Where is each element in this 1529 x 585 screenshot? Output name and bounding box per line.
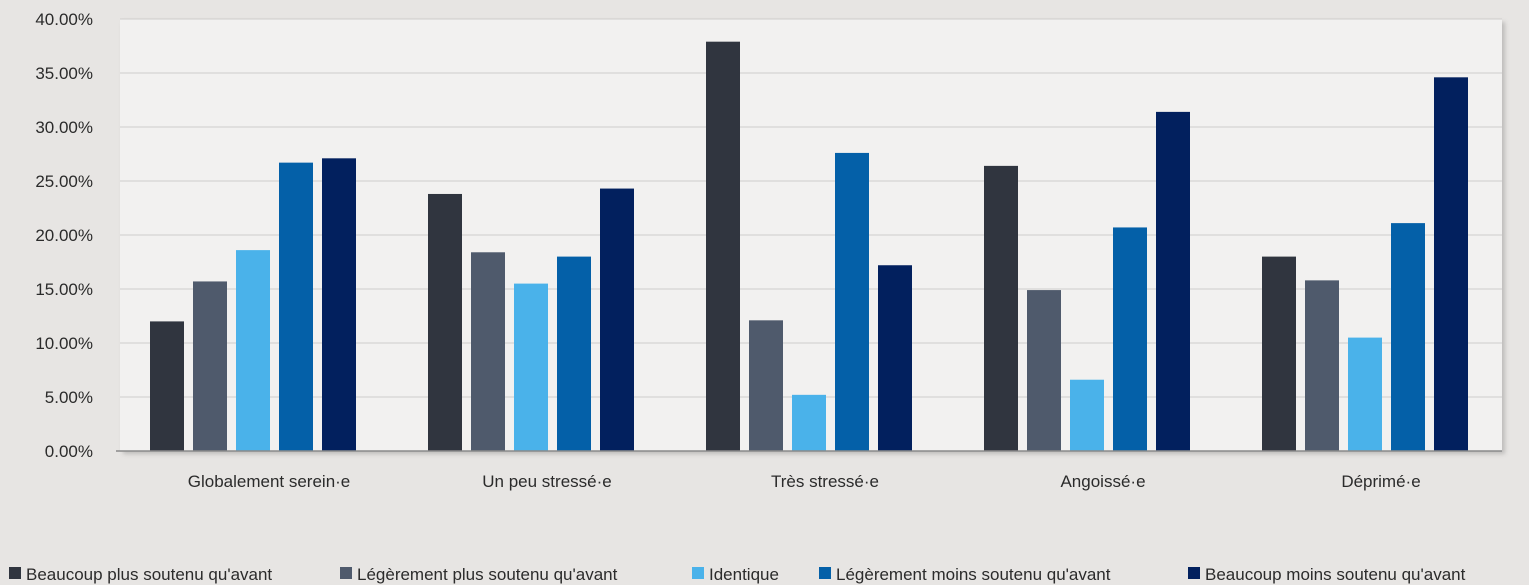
bar (428, 193, 462, 451)
x-tick-label: Un peu stressé·e (482, 472, 611, 491)
y-tick-label: 35.00% (35, 64, 93, 83)
legend-label: Légèrement plus soutenu qu'avant (357, 565, 618, 584)
bar (1391, 223, 1425, 451)
legend-label: Légèrement moins soutenu qu'avant (836, 565, 1111, 584)
bar (878, 265, 912, 451)
legend: Beaucoup plus soutenu qu'avant Légèrement… (9, 565, 1466, 584)
y-tick-label: 10.00% (35, 334, 93, 353)
legend-label: Identique (709, 565, 779, 584)
bar (706, 41, 740, 452)
y-tick-label: 0.00% (45, 442, 93, 461)
bar (557, 256, 591, 451)
bar (193, 281, 227, 451)
bar (792, 394, 826, 451)
bar (150, 321, 184, 451)
bar (1113, 227, 1147, 451)
x-tick-label: Déprimé·e (1341, 472, 1420, 491)
bar (600, 188, 634, 451)
y-axis-ticks: 0.00% 5.00% 10.00% 15.00% 20.00% 25.00% 30.00%… (35, 10, 93, 461)
bar (1027, 290, 1061, 451)
legend-swatch (692, 567, 704, 579)
y-tick-label: 30.00% (35, 118, 93, 137)
y-tick-label: 40.00% (35, 10, 93, 29)
legend-swatch (9, 567, 21, 579)
bar (749, 320, 783, 451)
bars (150, 41, 1468, 452)
bar (1434, 77, 1468, 451)
bar (279, 162, 313, 451)
bar (1348, 337, 1382, 451)
y-tick-label: 15.00% (35, 280, 93, 299)
bar (1305, 280, 1339, 451)
bar (514, 283, 548, 451)
legend-swatch (819, 567, 831, 579)
y-tick-label: 5.00% (45, 388, 93, 407)
x-tick-label: Angoissé·e (1060, 472, 1145, 491)
bar (322, 158, 356, 451)
bar (1070, 379, 1104, 451)
bar (1156, 111, 1190, 451)
bar (984, 165, 1018, 451)
x-axis: Globalement serein·e Un peu stressé·e Très… (116, 450, 1502, 491)
x-tick-label: Très stressé·e (771, 472, 879, 491)
legend-label: Beaucoup moins soutenu qu'avant (1205, 565, 1466, 584)
legend-label: Beaucoup plus soutenu qu'avant (26, 565, 272, 584)
bar (236, 250, 270, 451)
bar (471, 252, 505, 451)
legend-swatch (340, 567, 352, 579)
x-tick-label: Globalement serein·e (188, 472, 351, 491)
bar (835, 152, 869, 452)
y-tick-label: 20.00% (35, 226, 93, 245)
bar (1262, 256, 1296, 451)
y-tick-label: 25.00% (35, 172, 93, 191)
legend-swatch (1188, 567, 1200, 579)
